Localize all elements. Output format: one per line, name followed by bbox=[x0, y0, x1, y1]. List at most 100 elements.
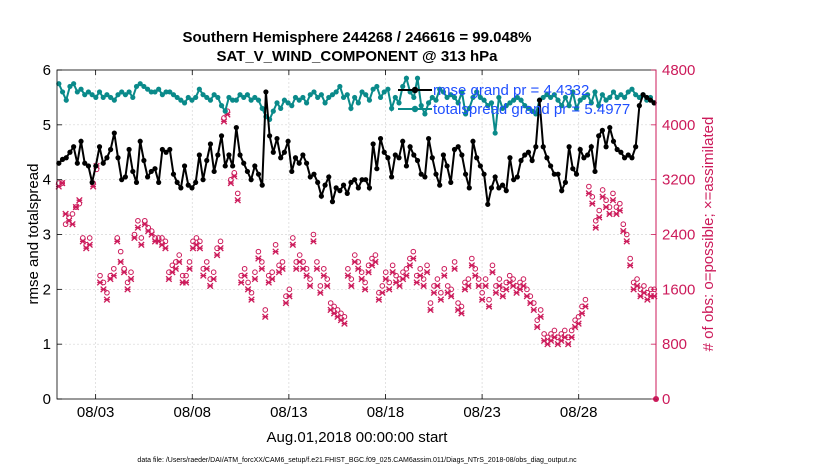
y-left-tick-label: 6 bbox=[43, 62, 51, 79]
obs-possible-point bbox=[551, 327, 558, 334]
obs-possible-point bbox=[541, 331, 547, 337]
totalspread-point bbox=[551, 92, 557, 98]
obs-assimilated-point bbox=[196, 244, 204, 252]
totalspread-point bbox=[477, 94, 483, 101]
totalspread-point bbox=[429, 94, 435, 101]
rmse-point bbox=[548, 163, 554, 169]
rmse-point bbox=[193, 179, 199, 186]
rmse-point bbox=[248, 177, 254, 183]
obs-assimilated-point bbox=[141, 220, 149, 228]
rmse-point bbox=[311, 171, 317, 177]
totalspread-point bbox=[533, 111, 539, 117]
totalspread-point bbox=[329, 92, 336, 98]
totalspread-point bbox=[411, 94, 417, 101]
obs-assimilated-point bbox=[213, 251, 221, 259]
rmse-point bbox=[503, 188, 509, 194]
chart-subtitle: SAT_V_WIND_COMPONENT @ 313 hPa bbox=[216, 48, 498, 65]
obs-possible-point bbox=[252, 269, 258, 275]
obs-assimilated-point bbox=[582, 303, 589, 310]
obs-possible-point bbox=[338, 310, 344, 317]
obs-assimilated-point bbox=[530, 306, 538, 314]
obs-possible-point bbox=[111, 265, 117, 272]
obs-possible-point bbox=[451, 259, 458, 265]
y-right-tick-label: 1600 bbox=[662, 281, 695, 298]
totalspread-point bbox=[100, 94, 106, 101]
totalspread-point bbox=[189, 97, 195, 103]
obs-assimilated-point bbox=[478, 296, 486, 303]
rmse-point bbox=[403, 163, 410, 169]
obs-possible-point bbox=[262, 307, 269, 313]
obs-possible-point bbox=[169, 262, 176, 269]
totalspread-point bbox=[178, 97, 184, 103]
obs-assimilated-point bbox=[255, 255, 262, 262]
totalspread-point bbox=[230, 97, 236, 103]
totalspread-point bbox=[503, 103, 509, 109]
rmse-point bbox=[588, 144, 594, 150]
obs-assimilated-point bbox=[568, 334, 575, 341]
totalspread-point bbox=[141, 83, 147, 90]
obs-possible-point bbox=[197, 238, 203, 245]
obs-possible-point bbox=[255, 248, 262, 255]
obs-possible-point bbox=[62, 221, 69, 228]
totalspread-point bbox=[499, 105, 506, 111]
obs-assimilated-point bbox=[533, 323, 541, 331]
totalspread-point bbox=[74, 89, 80, 95]
rmse-point bbox=[226, 152, 232, 158]
rmse-point bbox=[89, 179, 95, 186]
totalspread-point bbox=[507, 100, 513, 106]
rmse-point bbox=[396, 155, 402, 161]
rmse-point bbox=[126, 146, 132, 153]
rmse-point bbox=[499, 182, 506, 188]
rmse-point bbox=[104, 155, 110, 161]
totalspread-point bbox=[218, 103, 225, 109]
totalspread-point bbox=[396, 100, 402, 106]
obs-possible-point bbox=[417, 265, 423, 272]
totalspread-point bbox=[244, 92, 251, 98]
obs-assimilated-point bbox=[375, 296, 383, 303]
totalspread-point bbox=[119, 89, 125, 95]
rmse-point bbox=[281, 149, 287, 155]
totalspread-point bbox=[496, 94, 502, 101]
rmse-point bbox=[459, 152, 465, 158]
rmse-point bbox=[267, 133, 273, 139]
rmse-point bbox=[278, 155, 284, 161]
totalspread-point bbox=[455, 100, 461, 106]
obs-possible-point bbox=[179, 272, 186, 279]
obs-assimilated-point bbox=[434, 282, 441, 290]
totalspread-point bbox=[278, 105, 284, 111]
totalspread-point bbox=[292, 94, 299, 101]
obs-possible-point bbox=[124, 279, 131, 286]
rmse-point bbox=[377, 135, 384, 142]
obs-possible-point bbox=[265, 272, 272, 279]
totalspread-point bbox=[207, 97, 214, 103]
totalspread-point bbox=[144, 86, 151, 92]
totalspread-point bbox=[474, 89, 480, 95]
obs-assimilated-point bbox=[585, 190, 593, 197]
totalspread-point bbox=[174, 94, 180, 101]
rmse-point bbox=[163, 149, 169, 155]
footer-datafile: data file: /Users/raeder/DAI/ATM_forcXX/… bbox=[137, 457, 577, 464]
rmse-point bbox=[400, 138, 406, 144]
obs-possible-point bbox=[345, 265, 351, 272]
rmse-point bbox=[644, 94, 650, 101]
rmse-point bbox=[418, 171, 424, 177]
obs-possible-point bbox=[479, 289, 485, 296]
obs-possible-point bbox=[410, 248, 417, 255]
rmse-point bbox=[137, 138, 143, 144]
rmse-point bbox=[603, 144, 609, 150]
obs-assimilated-point bbox=[523, 292, 531, 300]
rmse-point bbox=[533, 144, 539, 150]
obs-possible-point bbox=[403, 265, 410, 272]
totalspread-point bbox=[370, 86, 376, 92]
obs-possible-point bbox=[203, 259, 210, 265]
rmse-point bbox=[211, 168, 217, 175]
rmse-point bbox=[340, 182, 347, 188]
obs-assimilated-point bbox=[396, 282, 403, 290]
obs-assimilated-point bbox=[606, 210, 613, 218]
obs-assimilated-point bbox=[320, 272, 328, 279]
totalspread-point bbox=[610, 89, 617, 95]
totalspread-point bbox=[270, 108, 276, 114]
obs-possible-point bbox=[558, 331, 565, 337]
obs-possible-point bbox=[586, 183, 592, 190]
totalspread-point bbox=[85, 89, 92, 95]
